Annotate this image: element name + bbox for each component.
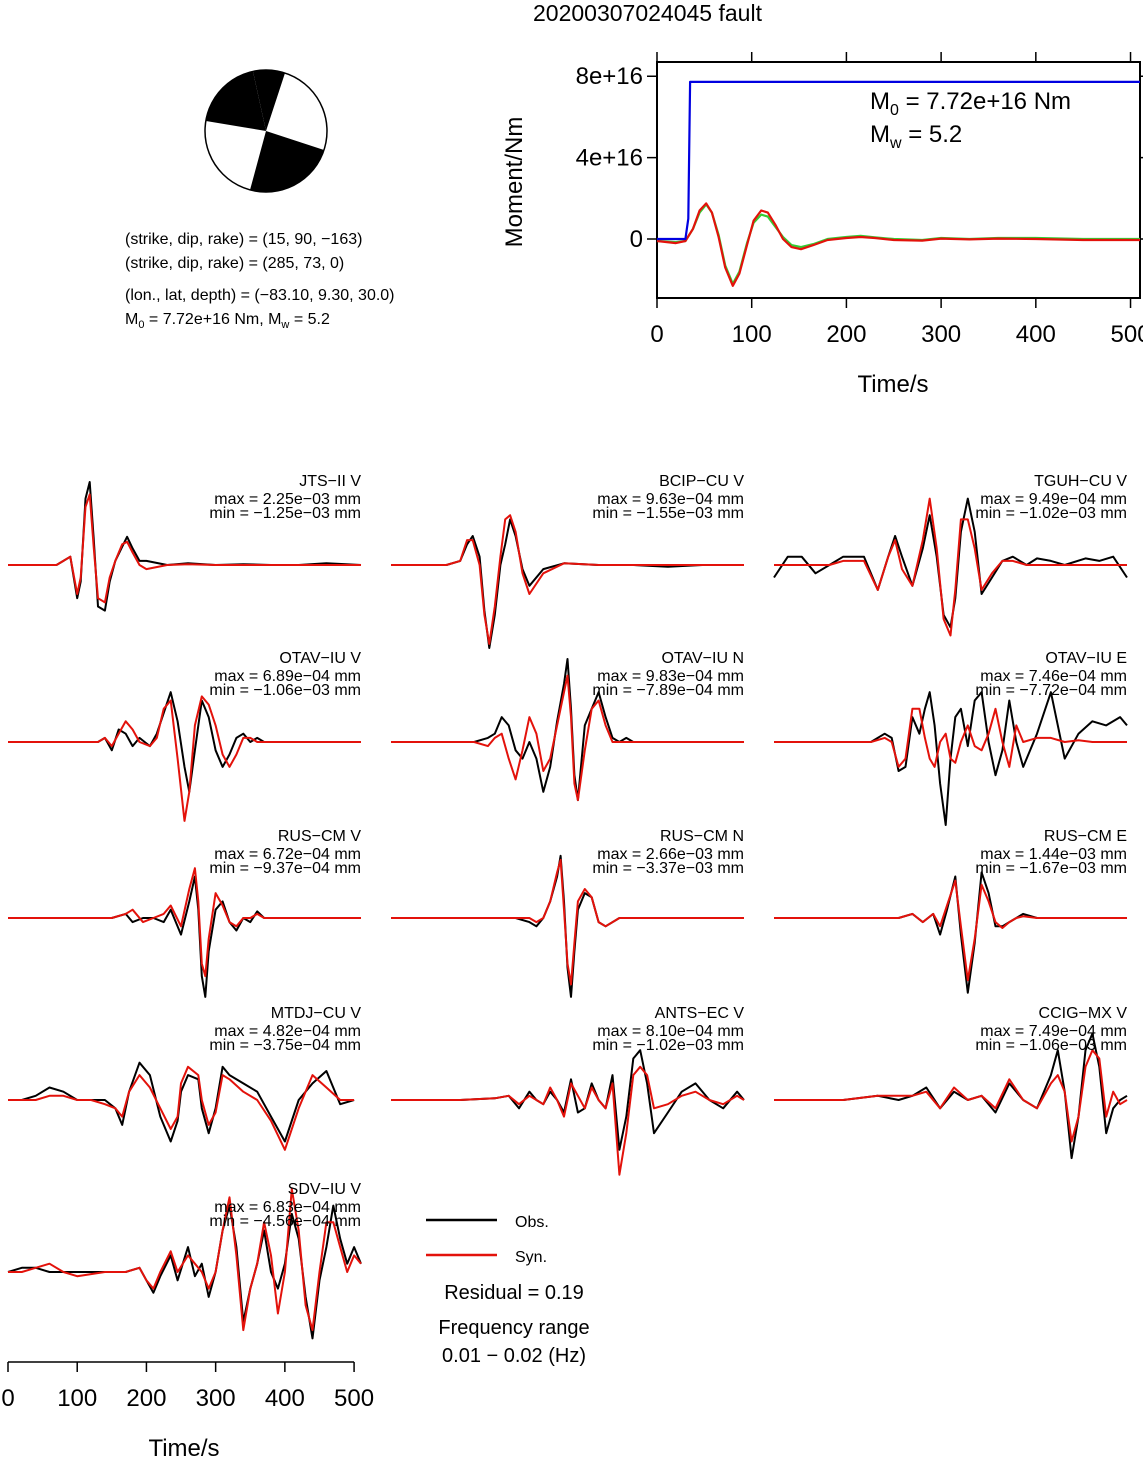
- trace-syn-line: [391, 860, 744, 985]
- stf-ylabel: Moment/Nm: [501, 117, 528, 248]
- stf-xtick-label: 0: [650, 321, 663, 348]
- legend-obs-label: Obs.: [515, 1214, 549, 1231]
- station-label: RUS−CM N: [660, 828, 744, 845]
- trace-syn-line: [391, 515, 744, 644]
- station-label: ANTS−EC V: [655, 1005, 745, 1022]
- wave-xtick-label: 400: [265, 1385, 305, 1412]
- trace-min-label: min = −1.02e−03 mm: [592, 1037, 744, 1054]
- trace-min-label: min = −1.06e−03 mm: [975, 1037, 1127, 1054]
- trace-min-label: min = −7.89e−04 mm: [592, 682, 744, 699]
- stf-series-rate-0: [657, 204, 1140, 283]
- station-label: BCIP−CU V: [659, 473, 744, 490]
- trace-obs-line: [774, 872, 1127, 992]
- trace-min-label: min = −9.37e−04 mm: [209, 860, 361, 877]
- trace-min-label: min = −3.37e−03 mm: [592, 860, 744, 877]
- trace-min-label: min = −1.06e−03 mm: [209, 682, 361, 699]
- station-label: JTS−II V: [299, 473, 361, 490]
- trace-min-label: min = −7.72e−04 mm: [975, 682, 1127, 699]
- trace-panel: OTAV−IU Emax = 7.46e−04 mmmin = −7.72e−0…: [774, 650, 1127, 825]
- station-label: OTAV−IU E: [1045, 650, 1127, 667]
- stf-xlabel: Time/s: [857, 371, 928, 398]
- wave-xtick-label: 100: [57, 1385, 97, 1412]
- legend-syn-label: Syn.: [515, 1249, 547, 1266]
- station-label: RUS−CM E: [1044, 828, 1127, 845]
- mw-annotation: Mw = 5.2: [870, 121, 962, 152]
- wave-xtick-label: 200: [126, 1385, 166, 1412]
- trace-min-label: min = −1.02e−03 mm: [975, 505, 1127, 522]
- stf-ytick-label: 0: [630, 226, 643, 253]
- trace-syn-line: [8, 1067, 354, 1150]
- station-label: OTAV−IU N: [661, 650, 744, 667]
- trace-min-label: min = −3.75e−04 mm: [209, 1037, 361, 1054]
- trace-syn-line: [391, 1067, 744, 1175]
- station-label: CCIG−MX V: [1039, 1005, 1128, 1022]
- stf-xtick-label: 100: [732, 321, 772, 348]
- residual-text: Residual = 0.19: [444, 1282, 584, 1304]
- trace-syn-line: [774, 881, 1127, 981]
- legend: Obs. Syn. Residual = 0.19 Frequency rang…: [426, 1214, 590, 1367]
- wave-xtick-label: 500: [334, 1385, 374, 1412]
- frequency-value: 0.01 − 0.02 (Hz): [442, 1345, 586, 1367]
- trace-min-label: min = −1.67e−03 mm: [975, 860, 1127, 877]
- station-label: TGUH−CU V: [1034, 473, 1127, 490]
- stf-ytick-label: 8e+16: [576, 63, 643, 90]
- stf-xtick-label: 500: [1111, 321, 1143, 348]
- trace-obs-line: [391, 519, 744, 648]
- frequency-title: Frequency range: [438, 1317, 589, 1339]
- station-label: MTDJ−CU V: [271, 1005, 362, 1022]
- waveform-time-axis: Time/s 0 100 200 300 400 500: [1, 1362, 374, 1458]
- trace-min-label: min = −1.55e−03 mm: [592, 505, 744, 522]
- m0-annotation: M0 = 7.72e+16 Nm: [870, 88, 1071, 119]
- trace-min-label: min = −4.56e−04 mm: [209, 1213, 361, 1230]
- station-label: RUS−CM V: [278, 828, 361, 845]
- trace-syn-line: [8, 696, 361, 821]
- stf-xtick-label: 300: [921, 321, 961, 348]
- trace-obs-line: [8, 877, 361, 997]
- wave-xtick-label: 300: [196, 1385, 236, 1412]
- wave-xtick-label: 0: [1, 1385, 14, 1412]
- stf-xtick-label: 200: [826, 321, 866, 348]
- trace-min-label: min = −1.25e−03 mm: [209, 505, 361, 522]
- stf-ytick-label: 4e+16: [576, 145, 643, 172]
- moment-function-plot: 0 100 200 300 400 500 0 4e+16 8e+16 M0 = 7.72e+1…: [501, 52, 1143, 398]
- station-label: SDV−IU V: [288, 1181, 362, 1198]
- station-label: OTAV−IU V: [279, 650, 361, 667]
- wave-xlabel: Time/s: [148, 1435, 219, 1458]
- beachball: [205, 70, 327, 192]
- trace-syn-line: [774, 709, 1127, 767]
- stf-xtick-label: 400: [1016, 321, 1056, 348]
